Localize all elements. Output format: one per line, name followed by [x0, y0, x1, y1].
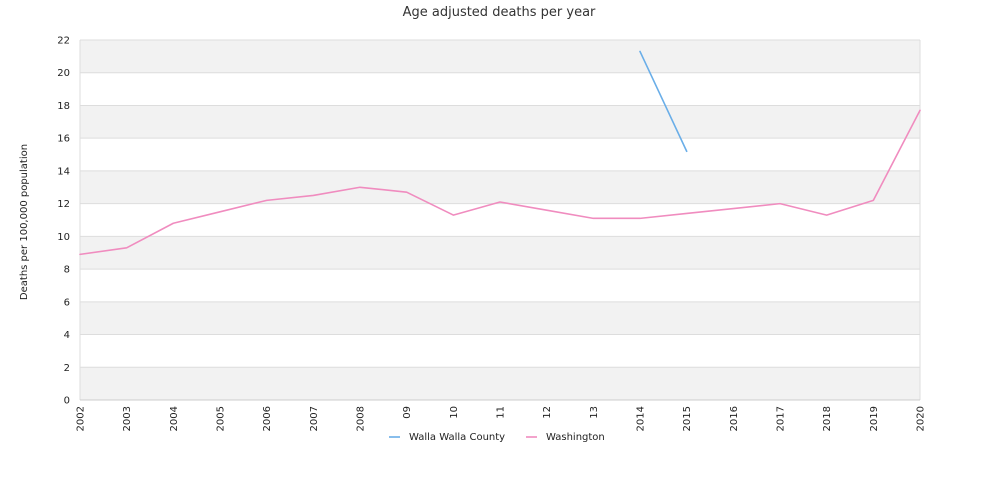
y-tick-label: 12 — [57, 199, 70, 210]
x-tick-label: 2003 — [122, 406, 133, 431]
x-tick-label: 2015 — [682, 406, 693, 431]
x-tick-label: 2005 — [216, 406, 227, 431]
x-tick-label: 10 — [449, 406, 460, 419]
grid-band — [80, 367, 920, 400]
x-tick-label: 2020 — [916, 406, 927, 431]
grid-band — [80, 203, 920, 237]
y-tick-label: 14 — [57, 166, 70, 177]
y-axis-label: Deaths per 100,000 population — [19, 144, 30, 300]
x-tick-label: 2014 — [636, 406, 647, 431]
x-tick-label: 2017 — [776, 406, 787, 431]
grid-band — [80, 269, 920, 302]
legend-label: Walla Walla County — [409, 432, 505, 443]
grid-band — [80, 170, 920, 204]
grid-band — [80, 138, 920, 171]
grid-band — [80, 105, 920, 139]
x-tick-label: 2018 — [822, 406, 833, 431]
y-tick-label: 10 — [57, 232, 70, 243]
grid-band — [80, 301, 920, 335]
series-line — [79, 109, 921, 256]
x-tick-label: 09 — [402, 406, 413, 419]
x-axis-ticks: 2002 2003 2004 2005 2006 2007 2008 09 10 11 12 13 20… — [76, 406, 927, 431]
grid-bands — [80, 40, 920, 400]
x-tick-label: 2016 — [729, 406, 740, 431]
x-tick-label: 2006 — [262, 406, 273, 431]
y-tick-label: 20 — [57, 68, 70, 79]
grid-lines — [79, 39, 921, 401]
grid-band — [80, 40, 920, 73]
y-tick-label: 8 — [64, 265, 70, 276]
legend: Walla Walla County Washington — [389, 432, 605, 443]
x-tick-label: 13 — [589, 406, 600, 419]
series-lines — [79, 50, 921, 256]
y-tick-label: 0 — [64, 396, 70, 407]
x-tick-label: 2019 — [869, 406, 880, 431]
x-tick-label: 2004 — [169, 406, 180, 431]
x-tick-label: 11 — [496, 406, 507, 419]
y-tick-label: 16 — [57, 134, 70, 145]
y-tick-label: 6 — [64, 297, 70, 308]
x-tick-label: 2007 — [309, 406, 320, 431]
x-tick-label: 12 — [542, 406, 553, 419]
y-axis-ticks: 0 2 4 6 8 10 12 14 16 18 20 22 — [57, 36, 70, 407]
x-tick-label: 2002 — [76, 406, 87, 431]
y-tick-label: 18 — [57, 101, 70, 112]
series-line — [639, 50, 688, 153]
y-tick-label: 4 — [64, 330, 70, 341]
chart-title: Age adjusted deaths per year — [403, 5, 596, 20]
y-tick-label: 22 — [57, 36, 70, 47]
x-tick-label: 2008 — [356, 406, 367, 431]
y-tick-label: 2 — [64, 363, 70, 374]
grid-band — [80, 334, 920, 368]
grid-band — [80, 236, 920, 270]
legend-label: Washington — [546, 432, 605, 443]
grid-band — [80, 72, 920, 106]
